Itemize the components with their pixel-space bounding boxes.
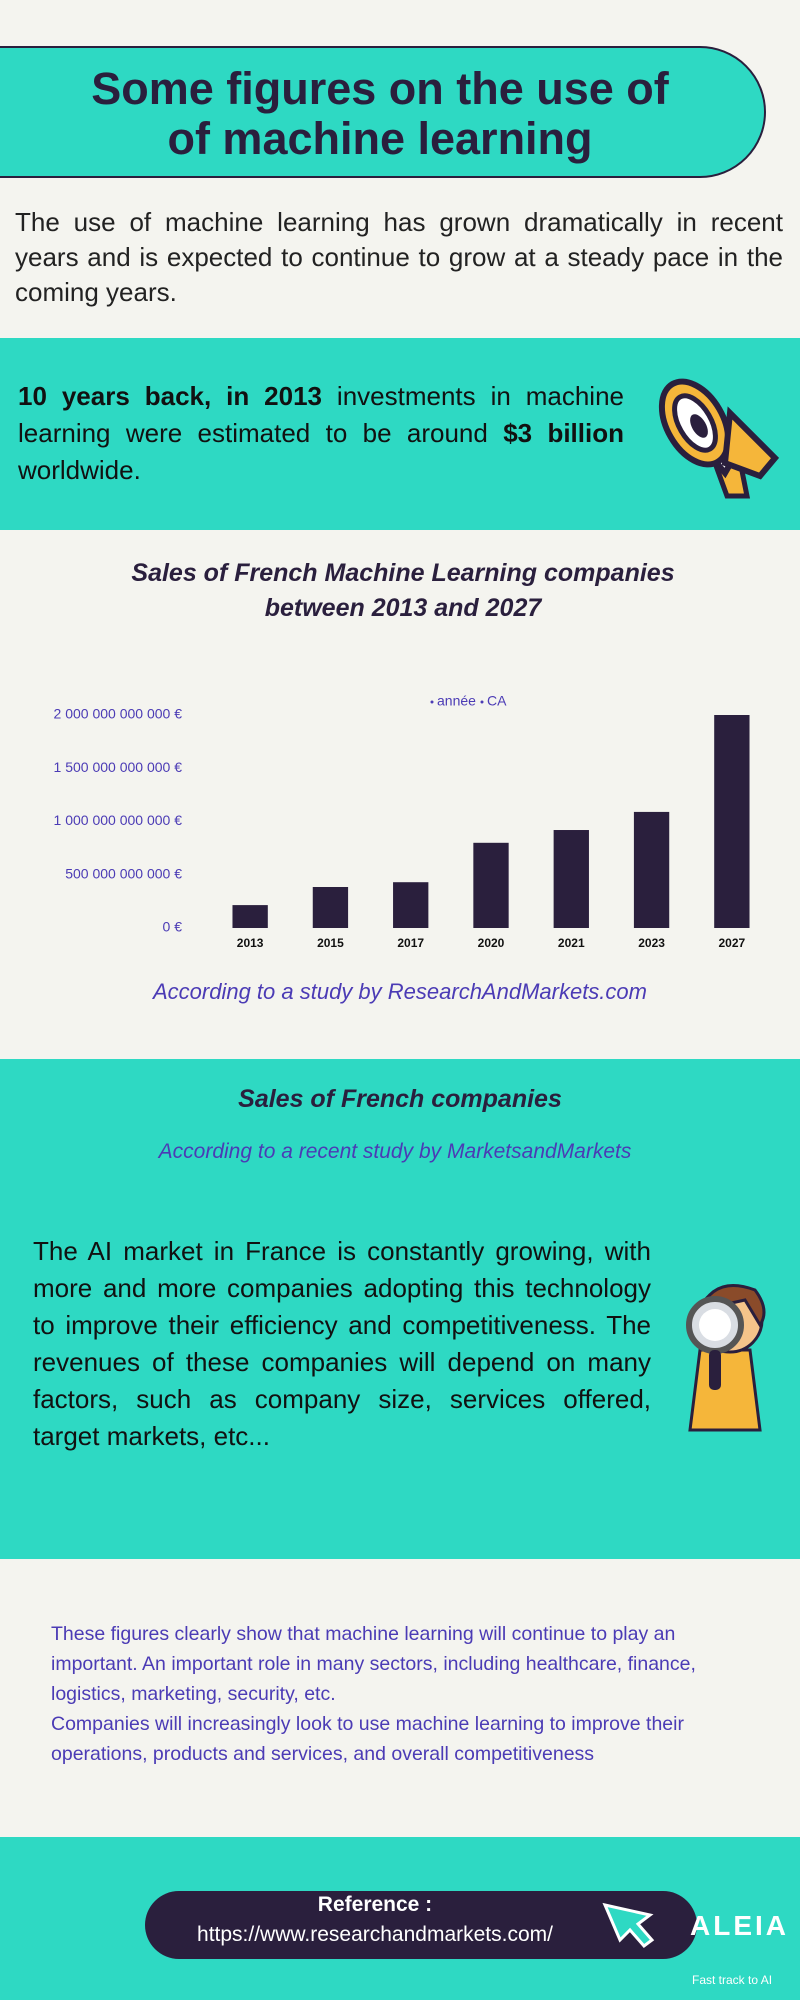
logo-tagline: Fast track to AI (692, 1973, 773, 1987)
logo: ALEIA (690, 1910, 789, 1941)
bar (312, 886, 349, 928)
reference-label: Reference : (317, 1893, 433, 1916)
y-tick-label: 2 000 000 000 000 € (54, 706, 183, 722)
bar (553, 830, 589, 928)
bar (714, 715, 750, 928)
header-banner (0, 46, 766, 178)
legend-label: année (437, 693, 476, 709)
chart-source: According to a study by ResearchAndMarke… (151, 979, 647, 1004)
bar (232, 905, 268, 928)
x-tick-label: 2027 (719, 936, 746, 950)
chart-title: Sales of French Machine Learning compani… (131, 559, 674, 587)
chart-title: between 2013 and 2027 (265, 594, 543, 622)
conclusion-paragraph: These figures clearly show that machine … (51, 1623, 696, 1705)
x-tick-label: 2015 (317, 936, 344, 950)
x-tick-label: 2017 (397, 936, 424, 950)
bar (633, 811, 670, 928)
x-tick-label: 2023 (638, 936, 665, 950)
bar-chart: Sales of French Machine Learning compani… (54, 559, 750, 1004)
x-tick-label: 2021 (558, 936, 585, 950)
highlight-run: $3 billion (503, 418, 624, 448)
title-line: of machine learning (167, 113, 593, 164)
highlight-run: worldwide. (18, 418, 632, 485)
y-tick-label: 1 000 000 000 000 € (54, 812, 183, 828)
reference-url[interactable]: https://www.researchandmarkets.com/ (197, 1923, 553, 1946)
legend-label: CA (487, 693, 507, 709)
megaphone-icon (658, 378, 780, 499)
x-tick-label: 2020 (478, 936, 505, 950)
highlight-run: 10 years back, in 2013 (18, 381, 322, 411)
y-tick-label: 500 000 000 000 € (65, 865, 182, 881)
legend-dot (480, 700, 484, 704)
highlight-text: 10 years back, in 2013 investments in ma… (18, 378, 624, 489)
y-tick-label: 1 500 000 000 000 € (54, 759, 183, 775)
intro-text: The use of machine learning has grown dr… (15, 207, 783, 307)
section-source: According to a recent study by Marketsan… (158, 1140, 632, 1163)
title-line: Some figures on the use of (91, 63, 669, 114)
section-band (0, 1059, 800, 1559)
bar (393, 882, 429, 928)
highlight-run: investments in machine learning were est… (18, 381, 632, 448)
section-title: Sales of French companies (238, 1085, 562, 1113)
conclusion-paragraph: Companies will increasingly look to use … (51, 1713, 684, 1765)
y-tick-label: 0 € (163, 919, 183, 935)
bar (473, 842, 509, 928)
reference-pill (145, 1891, 697, 1959)
x-tick-label: 2013 (237, 936, 264, 950)
cursor-icon (602, 1902, 655, 1949)
detective-icon (686, 1284, 766, 1432)
conclusion: These figures clearly show that machine … (51, 1619, 751, 1769)
section-text: The AI market in France is constantly gr… (33, 1236, 651, 1451)
legend-dot (430, 700, 434, 704)
page-title: Some figures on the use of of machine le… (40, 64, 720, 164)
